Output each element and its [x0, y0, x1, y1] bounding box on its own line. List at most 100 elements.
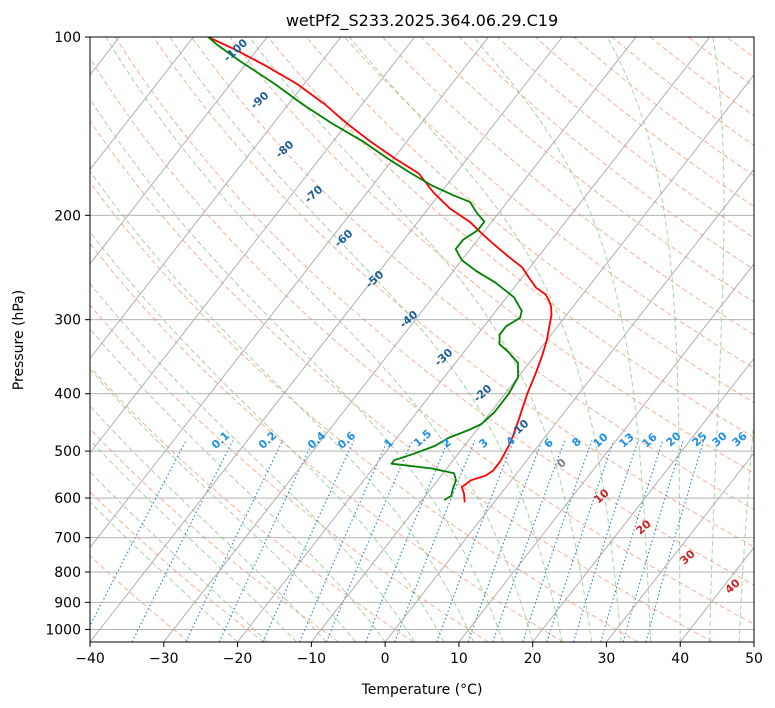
mixing-ratio-line: [299, 440, 389, 642]
x-axis-label: Temperature (°C): [361, 682, 483, 698]
moist-adiabat-line: [105, 37, 534, 642]
y-tick-label: 100: [54, 30, 81, 46]
dry-adiabat-line: [90, 365, 414, 642]
isotherm-line: [753, 641, 754, 642]
isotherm-line: [90, 37, 563, 642]
mixing-ratio-label: 6: [541, 436, 556, 451]
dewpoint-profile-line: [207, 37, 523, 501]
x-tick-label: 0: [381, 651, 390, 667]
dry-adiabat-label: -60: [332, 227, 356, 250]
isobars: [90, 37, 754, 630]
moist-adiabat-line: [348, 37, 622, 642]
mixing-ratio-line: [365, 440, 449, 642]
mixing-ratio-line: [131, 440, 234, 642]
dry-adiabat-label: -90: [248, 89, 272, 112]
mixing-ratio-label: 36: [730, 429, 750, 449]
dry-adiabat-line: [90, 57, 754, 625]
mixing-ratio-line: [600, 440, 664, 642]
moist-adiabat-line: [90, 97, 504, 642]
moist-adiabat-label: 40: [723, 576, 743, 596]
isotherm-line: [458, 263, 754, 642]
moist-adiabat-line: [90, 282, 416, 642]
isotherm-line: [384, 168, 754, 642]
x-tick-label: −40: [75, 651, 105, 667]
moist-adiabat-label: 10: [592, 486, 612, 506]
mixing-ratio-line: [522, 440, 593, 642]
dry-adiabat-label: -70: [302, 183, 326, 206]
dry-adiabat-label: -100: [221, 36, 250, 64]
x-tick-label: 30: [598, 651, 616, 667]
x-tick-label: −20: [223, 651, 253, 667]
y-tick-label: 600: [54, 491, 81, 507]
isotherm-line: [532, 357, 754, 642]
dry-adiabat-line: [90, 242, 564, 642]
moist-adiabat-line: [169, 37, 563, 642]
isotherm-line: [163, 37, 637, 642]
moist-adiabat-line: [90, 471, 268, 642]
isotherm-line: [310, 74, 754, 642]
y-tick-label: 400: [54, 387, 81, 403]
mixing-ratio-line: [645, 440, 705, 642]
isotherm-line: [90, 37, 342, 360]
moist-adiabat-line: [709, 37, 725, 642]
isotherm-line: [90, 37, 194, 171]
dry-adiabat-line: [382, 37, 754, 336]
dry-adiabat-line: [765, 37, 775, 642]
mixing-ratio-label: 25: [690, 429, 710, 449]
moist-adiabat-line: [90, 170, 475, 642]
mixing-ratio-label: 13: [617, 430, 637, 450]
mixing-ratio-label: 16: [640, 430, 660, 450]
dry-adiabat-line: [90, 181, 639, 642]
moist-adiabat-line: [90, 439, 297, 642]
moist-adiabat-line: [606, 37, 681, 642]
dry-adiabat-line: [90, 119, 713, 642]
profiles: [207, 37, 553, 503]
dry-adiabat-line: [90, 304, 489, 642]
plot-area: -100-90-80-70-60-50-40-30-20-10010203040…: [90, 36, 775, 642]
moist-adiabat-line: [90, 368, 356, 642]
y-tick-label: 300: [54, 313, 81, 329]
plot-frame: [89, 36, 755, 643]
moist-adiabat-line: [473, 37, 652, 642]
y-tick-label: 500: [54, 444, 81, 460]
mixing-ratio-line: [262, 440, 355, 642]
dry-adiabat-line: [267, 37, 754, 439]
y-axis-label: Pressure (hPa): [11, 290, 27, 390]
x-tick-label: 10: [450, 651, 468, 667]
dry-adiabat-line: [114, 37, 754, 586]
dry-adiabat-line: [344, 37, 754, 369]
dry-adiabat-label: -40: [397, 308, 421, 331]
moist-adiabat-line: [738, 415, 754, 642]
x-tick-label: 20: [524, 651, 542, 667]
isotherm-line: [606, 452, 754, 642]
mixing-ratio-label: 3: [476, 436, 490, 451]
moist-adiabat-line: [90, 501, 238, 642]
dry-adiabat-line: [90, 554, 190, 642]
temperature-profile-line: [207, 37, 553, 503]
x-tick-label: 40: [671, 651, 689, 667]
x-tick-label: 50: [745, 651, 763, 667]
mixing-ratio-label: 1.5: [411, 427, 434, 450]
y-tick-label: 1000: [45, 622, 81, 638]
mixing-ratio-line: [492, 440, 566, 642]
dry-adiabat-line: [496, 37, 754, 239]
dry-adiabat-label: -10: [508, 417, 532, 440]
mixing-ratio-line: [325, 440, 413, 642]
y-tick-label: 700: [54, 531, 81, 547]
y-tick-label: 800: [54, 565, 81, 581]
dry-adiabat-line: [152, 37, 754, 548]
moist-adiabat-line: [248, 37, 593, 642]
mixing-ratio-line: [436, 440, 515, 642]
dry-adiabats: [90, 37, 775, 642]
dry-adiabat-line: [305, 37, 754, 404]
mixing-ratio-label: 2: [439, 436, 453, 451]
dry-adiabat-line: [688, 37, 754, 88]
mixing-ratio-line: [622, 440, 684, 642]
mixing-ratio-line: [90, 440, 187, 628]
isotherm-line: [90, 37, 489, 549]
moist-adiabat-line: [90, 231, 445, 642]
isotherm-line: [90, 37, 268, 265]
mixing-ratio-lines: [90, 440, 705, 642]
moist-adiabat-label: 20: [634, 517, 654, 537]
